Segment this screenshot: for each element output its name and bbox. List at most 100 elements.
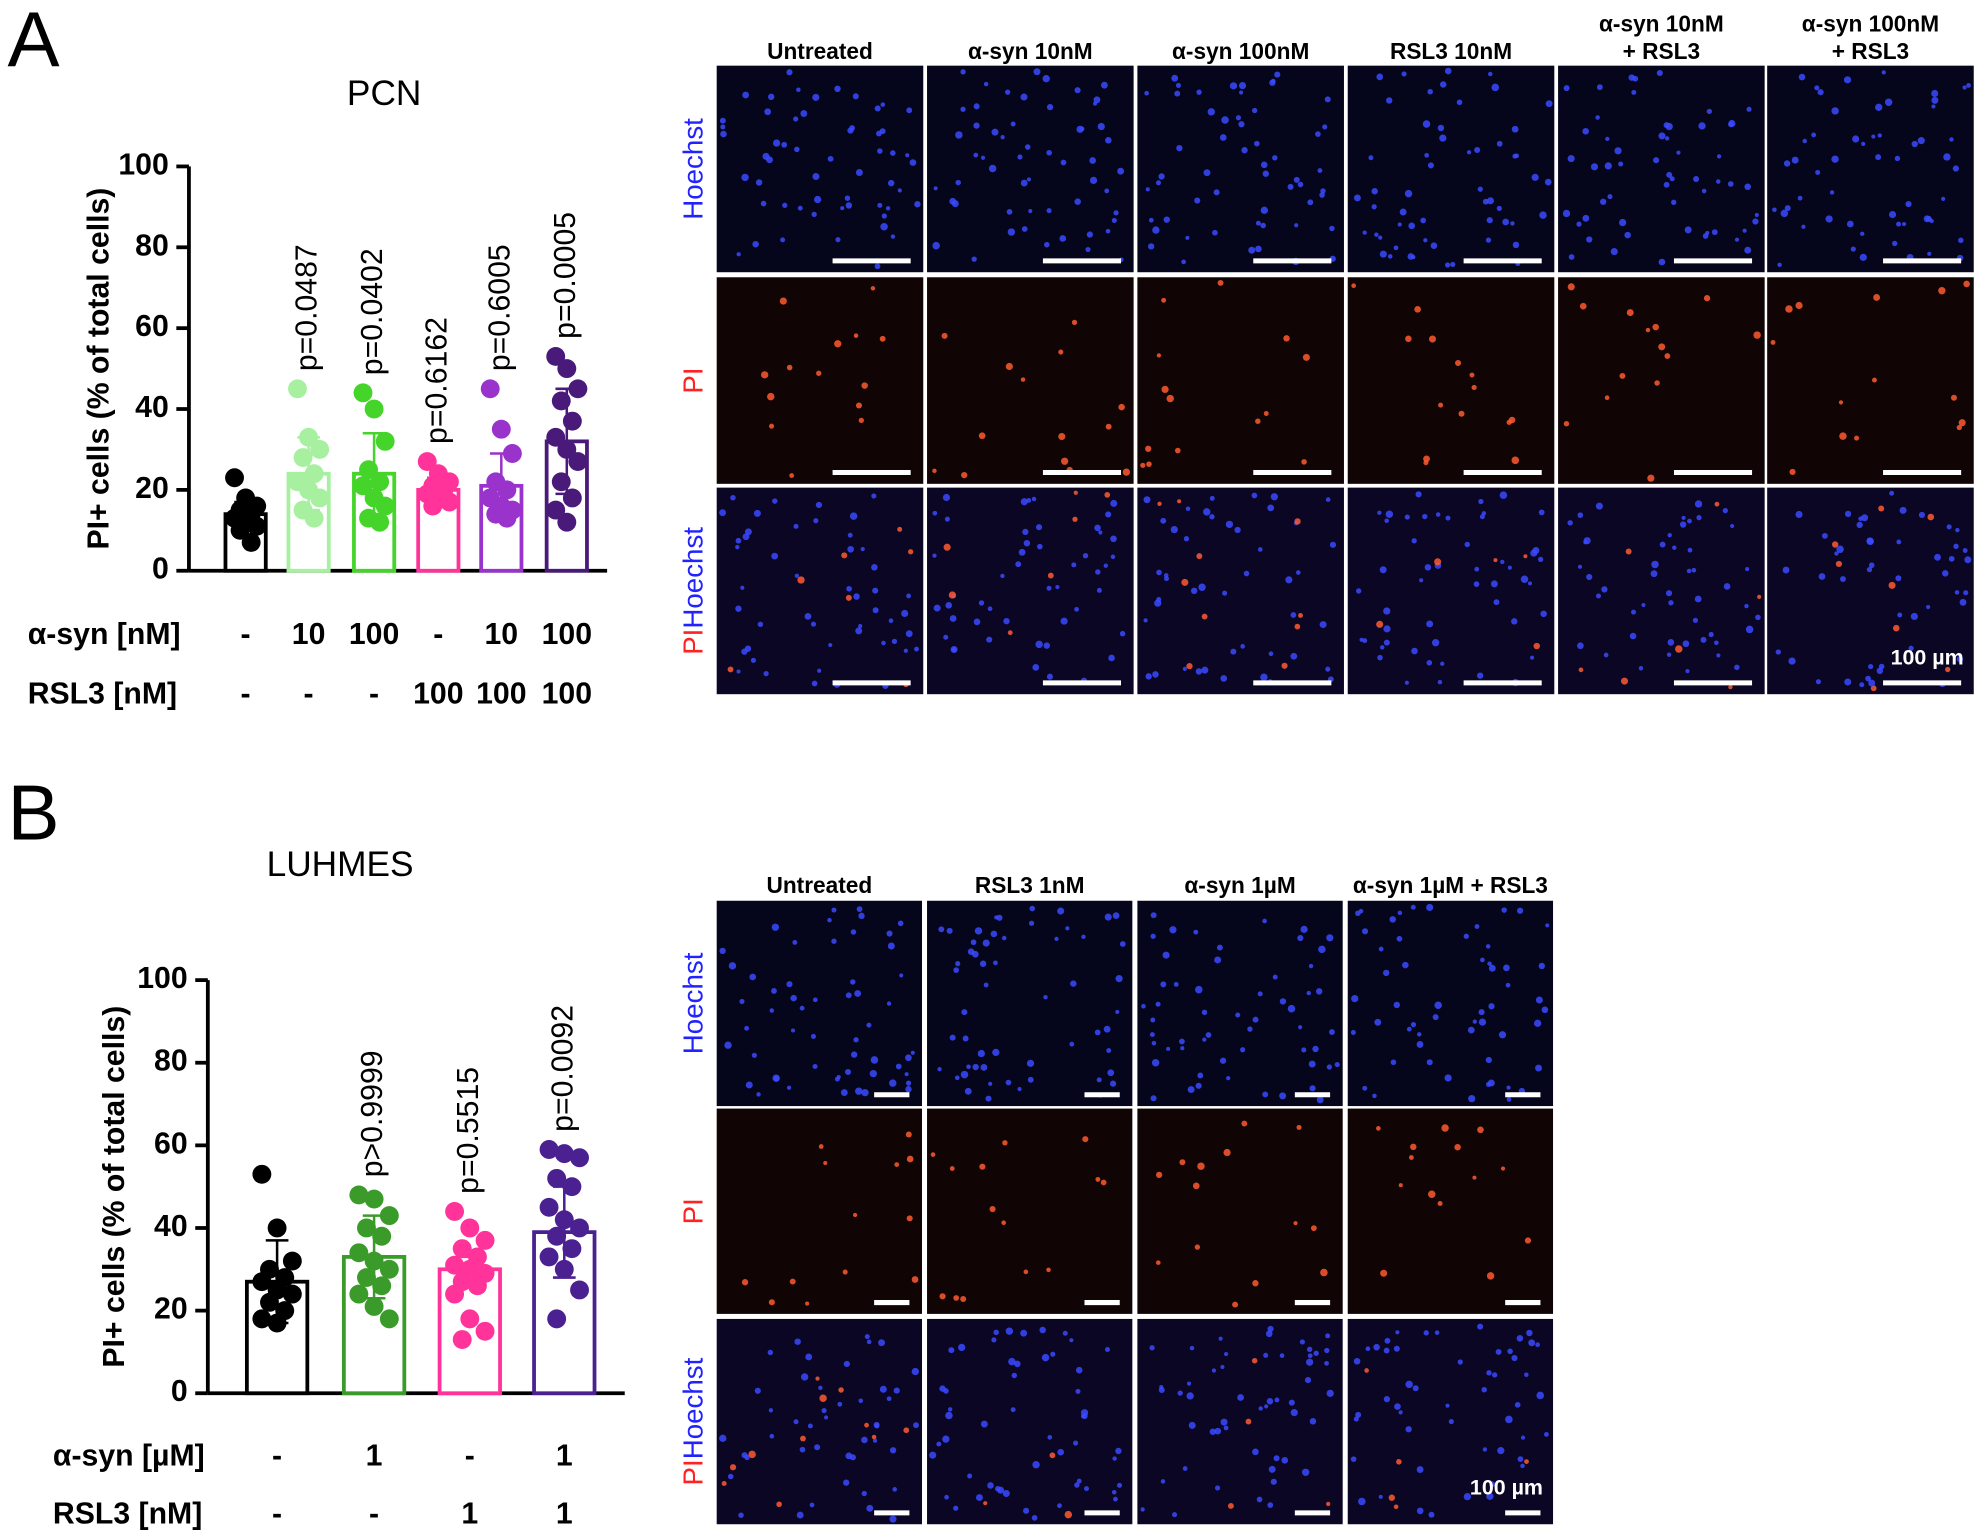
cell — [735, 544, 740, 550]
cell — [1544, 1432, 1549, 1437]
cell — [949, 1034, 956, 1041]
cell — [1082, 553, 1089, 559]
cell — [1287, 183, 1294, 190]
cell — [1821, 532, 1828, 539]
y-tick-label: 100 — [137, 962, 187, 995]
cell — [1196, 89, 1202, 95]
cell — [1511, 618, 1518, 625]
cell — [861, 1088, 869, 1097]
condition-value: - — [369, 677, 379, 710]
cell — [1875, 154, 1882, 161]
p-value: p=0.0402 — [356, 248, 389, 375]
cell — [1393, 245, 1399, 251]
cell — [853, 333, 859, 338]
data-point — [497, 480, 517, 500]
cell — [1487, 71, 1493, 77]
cell — [989, 1205, 996, 1213]
cell — [1226, 1076, 1231, 1081]
cell — [1686, 568, 1692, 574]
cell — [1059, 235, 1067, 242]
cell — [1641, 603, 1646, 608]
cell — [1487, 961, 1492, 966]
cell — [1015, 561, 1022, 568]
cell — [1194, 1244, 1201, 1250]
cell — [1899, 506, 1907, 514]
cell — [855, 627, 863, 635]
cell — [1316, 1096, 1324, 1104]
data-point — [570, 1218, 589, 1238]
cell — [1700, 636, 1707, 643]
cell — [1601, 586, 1608, 593]
cell — [815, 501, 823, 509]
cell — [1908, 645, 1914, 651]
data-point — [379, 1309, 399, 1329]
cell — [1952, 165, 1959, 172]
condition-value: - — [241, 677, 251, 710]
cell — [943, 543, 951, 551]
cell — [1024, 144, 1031, 150]
cell — [1450, 261, 1456, 268]
cell — [749, 973, 757, 981]
cell — [942, 493, 951, 502]
cell — [1875, 103, 1883, 111]
data-point — [480, 379, 500, 399]
cell — [1567, 283, 1575, 291]
cell — [744, 645, 752, 652]
cell — [1501, 907, 1507, 913]
cell — [1065, 926, 1070, 931]
cell — [1203, 169, 1211, 177]
data-point — [304, 508, 324, 528]
row-label: PI — [678, 367, 709, 393]
cell — [1663, 181, 1670, 188]
cell — [1274, 1397, 1280, 1403]
cell — [768, 1408, 774, 1413]
cell — [1744, 246, 1752, 254]
data-point — [445, 1202, 465, 1221]
cell — [1625, 548, 1632, 555]
cell — [831, 938, 837, 944]
cell — [744, 528, 752, 536]
cell — [1744, 183, 1751, 191]
column-header: α-syn 1µM + RSL3 — [1353, 872, 1548, 898]
cell — [1410, 1022, 1417, 1028]
cell — [1263, 411, 1269, 416]
cell — [1105, 423, 1112, 430]
cell — [1727, 181, 1734, 187]
data-point — [475, 1230, 495, 1250]
cell — [889, 1447, 897, 1454]
cell — [1603, 652, 1609, 658]
cell — [987, 1482, 994, 1489]
micrograph — [1767, 487, 1974, 695]
cell — [1307, 1353, 1313, 1359]
cell — [1268, 1465, 1276, 1473]
cell — [1831, 155, 1839, 163]
cell — [1480, 957, 1485, 963]
cell — [1524, 1459, 1529, 1464]
cell — [1605, 136, 1610, 142]
cell — [845, 1452, 853, 1460]
cell — [1223, 1148, 1231, 1157]
cell — [1815, 679, 1822, 685]
row-label-part: PI — [678, 629, 709, 655]
cell — [1953, 543, 1959, 550]
cell — [1927, 251, 1932, 256]
cell — [1073, 490, 1078, 495]
cell — [1889, 490, 1895, 496]
cell — [1042, 75, 1050, 83]
cell — [1294, 223, 1299, 228]
cell — [885, 206, 891, 211]
cell — [1894, 155, 1901, 162]
cell — [1021, 226, 1028, 232]
cell — [814, 195, 822, 204]
cell — [1858, 516, 1863, 522]
cell — [993, 960, 998, 966]
cell — [736, 669, 741, 674]
cell — [1111, 1489, 1117, 1495]
cell — [1384, 518, 1389, 524]
condition-value: - — [465, 1439, 475, 1472]
cell — [1477, 1323, 1484, 1330]
cell — [872, 607, 879, 614]
cell — [866, 1022, 872, 1028]
cell — [1577, 642, 1584, 650]
cell — [1074, 606, 1080, 612]
